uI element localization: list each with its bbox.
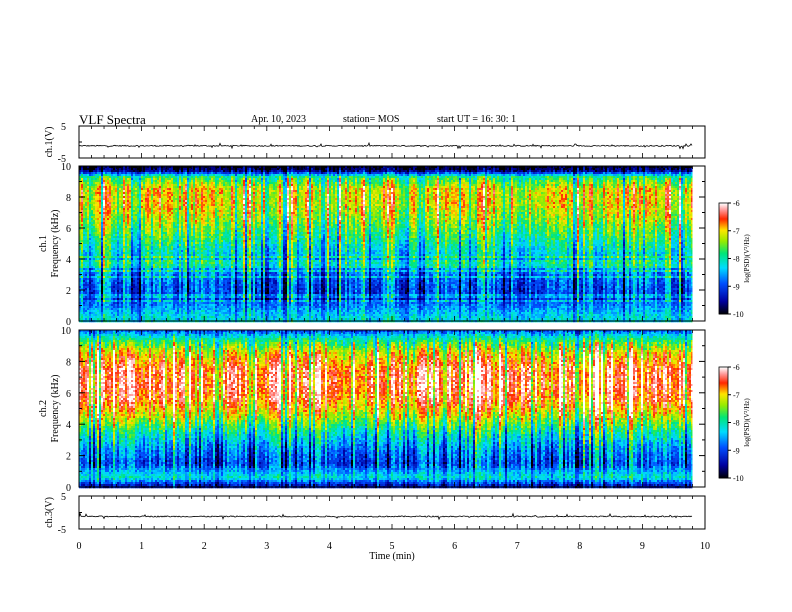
ch2-spectrogram-ytick: 10: [61, 326, 71, 337]
ch3-waveform-ytick: 5: [61, 492, 66, 503]
ch3-waveform-ylabel: ch.3(V): [44, 497, 55, 528]
x-axis-tick-label: 1: [139, 541, 144, 552]
ch1-spectrogram-colorbar-tick: -6: [733, 199, 740, 208]
ch2-spectrogram-colorbar-tick: -8: [733, 419, 740, 428]
ch1-waveform-ylabel: ch.1(V): [44, 127, 55, 158]
ch2-spectrogram-ytick: 8: [66, 357, 71, 368]
ch2-spectrogram-ylabel-freq: Frequency (kHz): [50, 374, 61, 442]
ch3-waveform-ytick: -5: [58, 525, 66, 536]
ch2-spectrogram-colorbar-tick: -10: [733, 474, 744, 483]
ch2-spectrogram-ytick: 6: [66, 389, 71, 400]
ch1-spectrogram-colorbar-tick: -7: [733, 227, 740, 236]
ch2-spectrogram-ylabel-channel: ch.2: [38, 400, 49, 417]
ch3-waveform-trace: [79, 513, 692, 519]
ch1-spectrogram-ytick: 10: [61, 162, 71, 173]
ch2-spectrogram-ytick: 0: [66, 483, 71, 494]
ch1-spectrogram-image: [79, 166, 692, 322]
x-axis-tick-label: 9: [640, 541, 645, 552]
ch1-spectrogram-ytick: 8: [66, 193, 71, 204]
ch2-spectrogram-colorbar-tick: -7: [733, 391, 740, 400]
ch1-spectrogram-ylabel-channel: ch.1: [38, 235, 49, 252]
x-axis-label: Time (min): [369, 551, 414, 562]
ch1-spectrogram-colorbar-tick: -8: [733, 255, 740, 264]
x-axis-tick-label: 2: [202, 541, 207, 552]
x-axis-tick-label: 4: [327, 541, 332, 552]
ch3-waveform-panel: [79, 496, 705, 529]
x-axis-tick-label: 0: [77, 541, 82, 552]
ch1-spectrogram-ytick: 2: [66, 286, 71, 297]
x-axis-tick-label: 7: [515, 541, 520, 552]
ch1-spectrogram-colorbar-label: log(PSD)(V²/Hz): [743, 234, 751, 283]
x-axis-tick-label: 3: [264, 541, 269, 552]
vlf-plot: 5-5ch.1(V)0246810ch.1 Frequency (kHz)-6-7…: [0, 0, 792, 612]
ch2-spectrogram-ytick: 4: [66, 420, 71, 431]
vlf-spectra-figure: VLF Spectra Apr. 10, 2023 station= MOS s…: [0, 0, 792, 612]
ch2-spectrogram-image: [79, 330, 692, 488]
x-axis-tick-label: 8: [577, 541, 582, 552]
ch1-spectrogram-ytick: 4: [66, 255, 71, 266]
ch2-spectrogram-panel: [79, 330, 731, 488]
x-axis-tick-label: 6: [452, 541, 457, 552]
ch1-spectrogram-panel: [79, 166, 731, 322]
ch2-spectrogram-colorbar-label: log(PSD)(V²/Hz): [743, 398, 751, 447]
ch1-spectrogram-colorbar-tick: -10: [733, 310, 744, 319]
ch1-spectrogram-ytick: 6: [66, 224, 71, 235]
ch1-waveform-ytick: 5: [61, 122, 66, 133]
ch1-waveform-panel: [79, 126, 705, 158]
ch2-spectrogram-colorbar-tick: -6: [733, 363, 740, 372]
ch2-spectrogram-colorbar-tick: -9: [733, 446, 740, 455]
ch1-waveform-trace: [79, 143, 692, 149]
ch2-spectrogram-colorbar: [719, 367, 731, 479]
x-axis-tick-label: 10: [700, 541, 710, 552]
ch1-spectrogram-ylabel-freq: Frequency (kHz): [50, 209, 61, 277]
ch1-spectrogram-colorbar: [719, 203, 731, 315]
ch2-spectrogram-ytick: 2: [66, 452, 71, 463]
ch1-spectrogram-colorbar-tick: -9: [733, 282, 740, 291]
